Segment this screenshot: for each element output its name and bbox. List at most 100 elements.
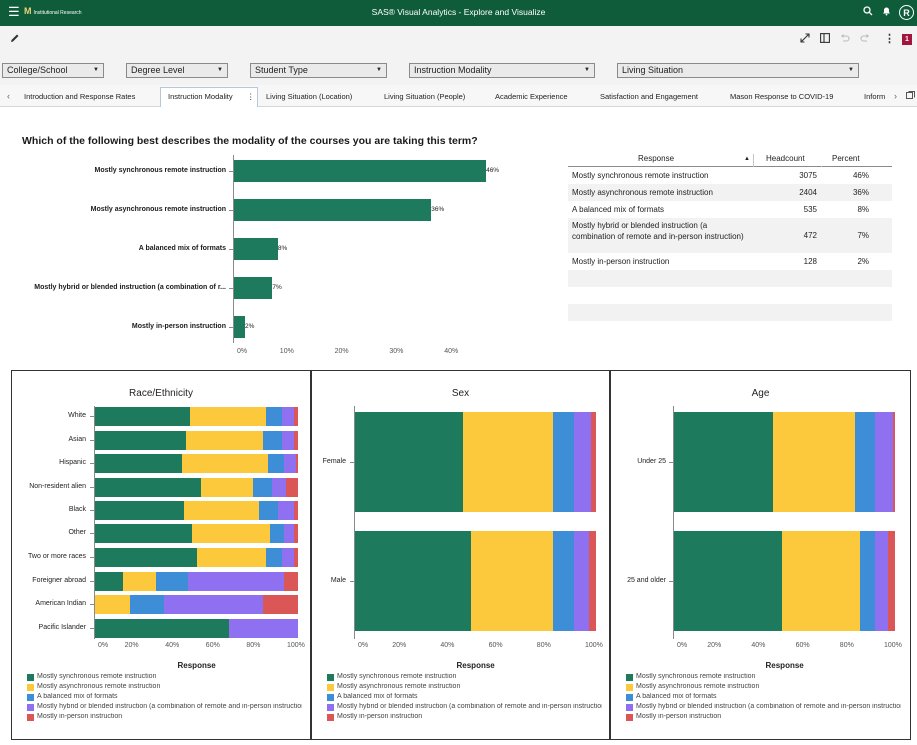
tab-covid-response[interactable]: Mason Response to COVID-19 [730,92,834,101]
stacked-bar-segment[interactable] [265,547,282,567]
stacked-bar-segment[interactable] [552,412,575,512]
stacked-bar-segment[interactable] [188,571,284,591]
stacked-bar-segment[interactable] [283,571,298,591]
stacked-bar-segment[interactable] [95,406,191,426]
table-row[interactable]: Mostly in-person instruction 128 2% [568,253,892,270]
stacked-bar-segment[interactable] [95,547,197,567]
stacked-bar-segment[interactable] [574,412,592,512]
stacked-bar-segment[interactable] [281,430,294,450]
stacked-bar-segment[interactable] [293,523,298,543]
legend-item[interactable]: Mostly synchronous remote instruction [626,673,901,683]
stacked-bar-segment[interactable] [773,412,856,512]
stacked-bar-segment[interactable] [265,406,282,426]
stacked-bar-segment[interactable] [190,406,266,426]
legend-item[interactable]: Mostly hybrid or blended instruction (a … [626,703,901,713]
stacked-bar-segment[interactable] [875,531,889,631]
maximize-icon[interactable] [800,33,810,46]
stacked-bar-segment[interactable] [192,523,270,543]
tab-inform[interactable]: Inform [864,92,886,101]
stacked-bar-segment[interactable] [184,500,260,520]
search-icon[interactable] [863,6,873,19]
table-row[interactable]: A balanced mix of formats 535 8% [568,201,892,218]
legend-item[interactable]: Mostly synchronous remote instruction [27,673,302,683]
stacked-bar-segment[interactable] [271,477,286,497]
table-row[interactable]: Mostly hybrid or blended instruction (a … [568,218,892,253]
stacked-bar-segment[interactable] [95,477,201,497]
stacked-bar-segment[interactable] [186,430,264,450]
column-header-headcount[interactable]: Headcount [766,154,805,163]
sort-ascending-icon[interactable]: ▲ [744,156,750,162]
stacked-bar-segment[interactable] [95,571,124,591]
filter-instruction-modality[interactable]: Instruction Modality ▼ [409,63,595,78]
column-header-response[interactable]: Response [638,154,675,163]
stacked-bar-segment[interactable] [470,531,553,631]
undo-icon[interactable] [840,33,850,46]
stacked-bar-segment[interactable] [859,531,876,631]
bar[interactable] [234,277,273,299]
stacked-bar-segment[interactable] [95,500,185,520]
tab-options-icon[interactable]: ⋮ [247,92,255,101]
stacked-bar-segment[interactable] [253,477,272,497]
stacked-bar-segment[interactable] [674,531,783,631]
legend-item[interactable]: Mostly synchronous remote instruction [327,673,602,683]
stacked-bar-segment[interactable] [855,412,876,512]
legend-item[interactable]: A balanced mix of formats [626,693,901,703]
stacked-bar-segment[interactable] [95,453,183,473]
stacked-bar-segment[interactable] [293,547,298,567]
stacked-bar-segment[interactable] [588,531,596,631]
stacked-bar-segment[interactable] [129,594,164,614]
stacked-bar-segment[interactable] [196,547,266,567]
legend-item[interactable]: Mostly asynchronous remote instruction [626,683,901,693]
legend-item[interactable]: Mostly hybrid or blended instruction (a … [27,703,302,713]
stacked-bar-segment[interactable] [164,594,264,614]
stacked-bar-segment[interactable] [277,500,294,520]
filter-college-school[interactable]: College/School ▼ [2,63,104,78]
stacked-bar-segment[interactable] [267,453,284,473]
legend-item[interactable]: Mostly in-person instruction [327,713,602,723]
tab-satisfaction[interactable]: Satisfaction and Engagement [600,92,698,101]
legend-item[interactable]: Mostly asynchronous remote instruction [27,683,302,693]
stacked-bar-segment[interactable] [123,571,156,591]
legend-item[interactable]: Mostly in-person instruction [626,713,901,723]
filter-living-situation[interactable]: Living Situation ▼ [617,63,859,78]
filter-student-type[interactable]: Student Type ▼ [250,63,387,78]
stacked-bar-segment[interactable] [875,412,893,512]
tab-list-icon[interactable] [906,91,915,102]
stacked-bar-segment[interactable] [293,406,298,426]
legend-item[interactable]: A balanced mix of formats [327,693,602,703]
stacked-bar-segment[interactable] [155,571,189,591]
tab-living-location[interactable]: Living Situation (Location) [266,92,353,101]
stacked-bar-segment[interactable] [259,500,278,520]
stacked-bar-segment[interactable] [95,618,229,638]
more-options-icon[interactable]: ⋮ [884,33,895,45]
column-header-percent[interactable]: Percent [832,154,860,163]
legend-item[interactable]: A balanced mix of formats [27,693,302,703]
stacked-bar-segment[interactable] [182,453,268,473]
tab-academic-experience[interactable]: Academic Experience [495,92,568,101]
tab-scroll-left-icon[interactable]: ‹ [7,91,10,101]
stacked-bar-segment[interactable] [95,594,130,614]
stacked-bar-segment[interactable] [355,412,464,512]
tab-introduction[interactable]: Introduction and Response Rates [24,92,136,101]
stacked-bar-segment[interactable] [269,523,284,543]
stacked-bar-segment[interactable] [782,531,860,631]
legend-item[interactable]: Mostly asynchronous remote instruction [327,683,602,693]
menu-icon[interactable]: ☰ [8,4,20,19]
filter-degree-level[interactable]: Degree Level ▼ [126,63,228,78]
notification-bell-icon[interactable] [882,6,891,19]
stacked-bar-segment[interactable] [293,430,298,450]
stacked-bar-segment[interactable] [263,430,282,450]
stacked-bar-segment[interactable] [674,412,774,512]
stacked-bar-segment[interactable] [283,453,296,473]
stacked-bar-segment[interactable] [574,531,589,631]
page-badge[interactable]: 1 [902,34,912,45]
stacked-bar-segment[interactable] [285,477,298,497]
stacked-bar-segment[interactable] [200,477,254,497]
table-row[interactable]: Mostly synchronous remote instruction 307… [568,167,892,184]
redo-icon[interactable] [860,33,870,46]
edit-pencil-icon[interactable] [10,33,20,46]
tab-scroll-right-icon[interactable]: › [894,91,897,101]
stacked-bar-segment[interactable] [228,618,298,638]
bar[interactable] [234,199,432,221]
tab-living-people[interactable]: Living Situation (People) [384,92,466,101]
